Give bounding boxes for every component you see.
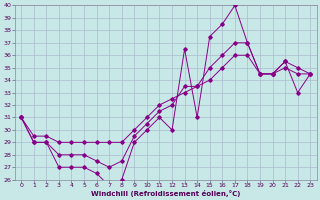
X-axis label: Windchill (Refroidissement éolien,°C): Windchill (Refroidissement éolien,°C) <box>91 190 240 197</box>
